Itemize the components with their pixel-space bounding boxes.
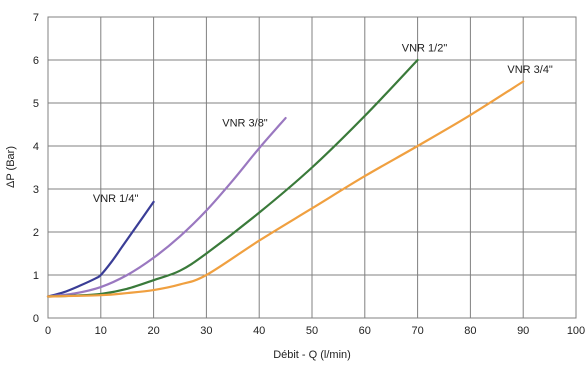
series-label-4: VNR 3/4" [507, 64, 553, 76]
x-tick-label: 90 [517, 325, 529, 337]
series-label-3: VNR 1/2" [402, 42, 448, 54]
series-line-1 [46, 200, 155, 298]
x-tick-label: 100 [567, 325, 585, 337]
x-tick-label: 50 [306, 325, 318, 337]
series-line-2 [46, 116, 287, 298]
series-label-1: VNR 1/4" [93, 193, 139, 205]
y-tick-label: 2 [33, 227, 39, 239]
y-axis-title: ΔP (Bar) [5, 146, 17, 188]
series-lines [46, 58, 525, 298]
y-tick-label: 4 [33, 141, 39, 153]
y-tick-labels: 0 1 2 3 4 5 6 7 [33, 12, 39, 325]
x-tick-label: 0 [45, 325, 51, 337]
series-line-4 [46, 80, 525, 298]
y-tick-label: 3 [33, 184, 39, 196]
x-axis-title: Débit - Q (l/min) [273, 349, 351, 361]
y-tick-label: 6 [33, 55, 39, 67]
series-labels: VNR 1/4" VNR 3/8" VNR 1/2" VNR 3/4" [93, 42, 553, 205]
x-tick-label: 30 [200, 325, 212, 337]
x-tick-labels: 0 10 20 30 40 50 60 70 80 90 100 [45, 325, 585, 337]
x-tick-label: 80 [464, 325, 476, 337]
x-tick-label: 70 [411, 325, 423, 337]
x-tick-label: 40 [253, 325, 265, 337]
y-tick-label: 0 [33, 313, 39, 325]
x-tick-label: 10 [95, 325, 107, 337]
x-tick-label: 20 [147, 325, 159, 337]
y-tick-label: 5 [33, 98, 39, 110]
y-tick-label: 1 [33, 270, 39, 282]
y-tick-label: 7 [33, 12, 39, 24]
gridlines [47, 16, 577, 319]
x-tick-label: 60 [359, 325, 371, 337]
series-label-2: VNR 3/8" [222, 118, 268, 130]
